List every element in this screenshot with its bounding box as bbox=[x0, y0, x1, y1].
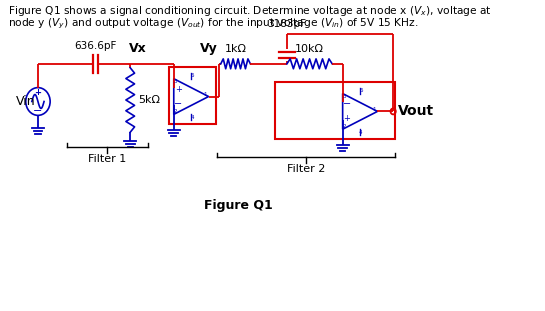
Text: Figure Q1: Figure Q1 bbox=[204, 199, 272, 211]
Bar bbox=[168, 67, 216, 124]
Text: 6: 6 bbox=[190, 73, 194, 78]
Text: 3: 3 bbox=[343, 94, 346, 99]
Text: 1: 1 bbox=[372, 107, 376, 112]
Text: −: − bbox=[174, 99, 182, 109]
Text: 1kΩ: 1kΩ bbox=[225, 44, 246, 54]
Text: Vy: Vy bbox=[199, 42, 217, 55]
Text: Vout: Vout bbox=[398, 104, 434, 118]
Text: Vx: Vx bbox=[129, 42, 146, 55]
Bar bbox=[275, 82, 395, 139]
Text: −: − bbox=[343, 99, 351, 109]
Text: 636.6pF: 636.6pF bbox=[74, 41, 117, 51]
Text: node y ($V_y$) and output voltage ($V_{out}$) for the input voltage ($V_{in}$) o: node y ($V_y$) and output voltage ($V_{o… bbox=[8, 16, 419, 31]
Text: Filter 2: Filter 2 bbox=[287, 164, 325, 174]
Text: 10kΩ: 10kΩ bbox=[295, 44, 324, 54]
Text: +: + bbox=[343, 114, 350, 123]
Text: Filter 1: Filter 1 bbox=[88, 154, 126, 164]
Text: 2: 2 bbox=[174, 109, 177, 114]
Text: +: + bbox=[175, 85, 181, 94]
Text: 2: 2 bbox=[343, 124, 346, 129]
Text: 1: 1 bbox=[203, 92, 207, 97]
Text: −: − bbox=[33, 105, 43, 115]
Text: Vin: Vin bbox=[16, 95, 36, 108]
Text: 3: 3 bbox=[174, 79, 177, 84]
Text: 3183pF: 3183pF bbox=[268, 19, 306, 29]
Text: 4: 4 bbox=[359, 130, 362, 135]
Text: +: + bbox=[34, 88, 41, 97]
Text: 4: 4 bbox=[190, 115, 194, 120]
Text: 5kΩ: 5kΩ bbox=[138, 95, 160, 105]
Text: Figure Q1 shows a signal conditioning circuit. Determine voltage at node x ($V_x: Figure Q1 shows a signal conditioning ci… bbox=[8, 4, 492, 18]
Text: 6: 6 bbox=[359, 88, 362, 93]
